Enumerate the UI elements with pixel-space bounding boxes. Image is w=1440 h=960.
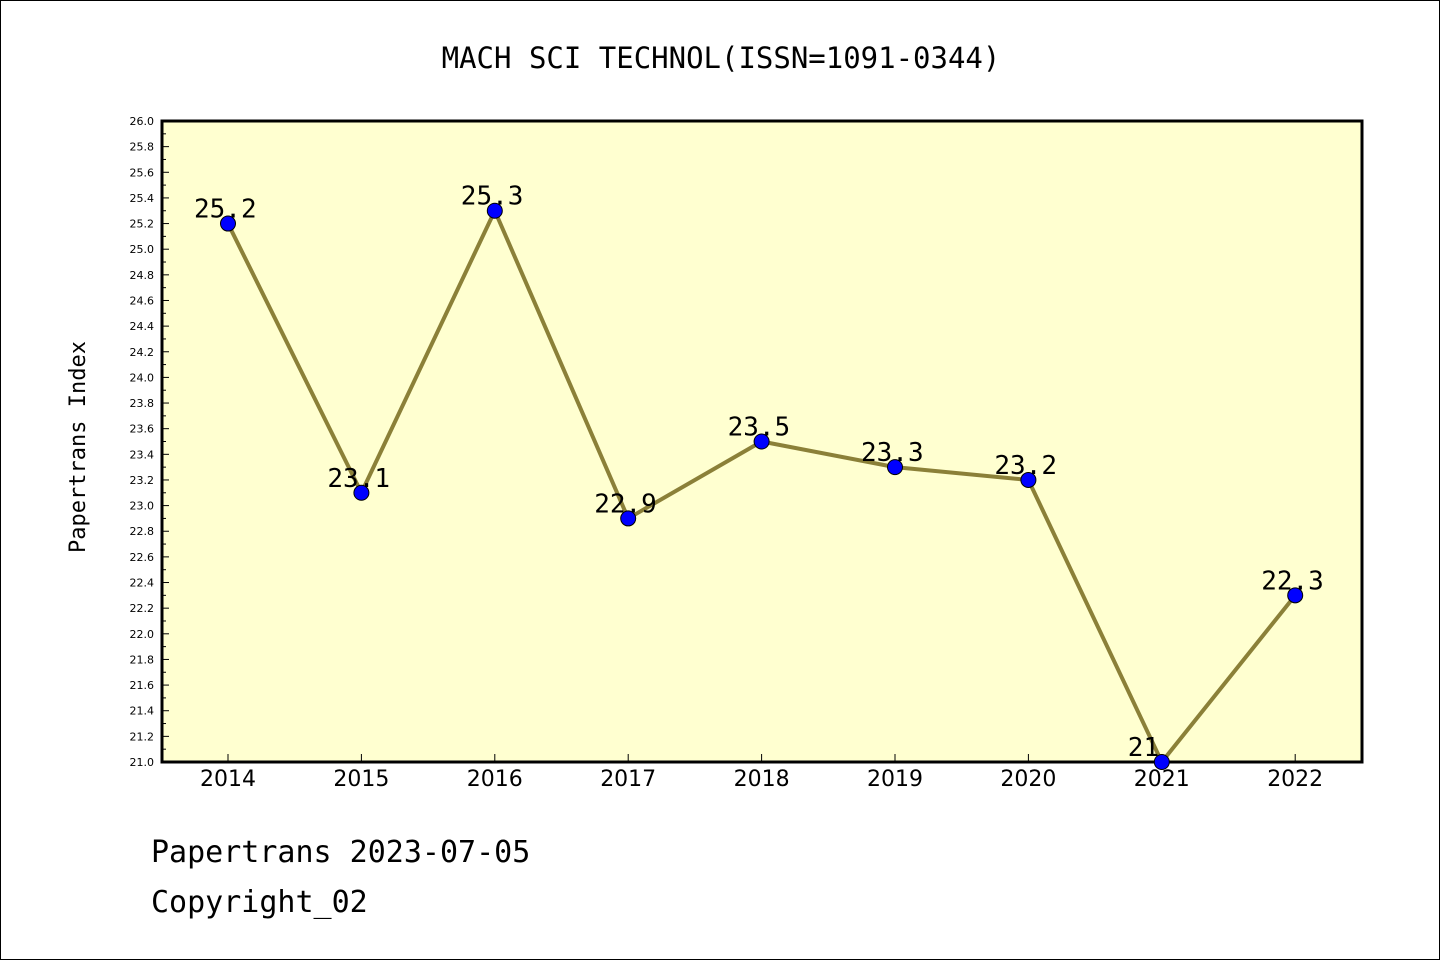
data-point	[1287, 587, 1304, 604]
y-tick-label: 22.6	[130, 551, 155, 564]
y-tick-label: 24.4	[130, 320, 155, 333]
footer-date: Papertrans 2023-07-05	[151, 835, 531, 870]
y-tick-label: 21.4	[130, 705, 155, 718]
chart-title: MACH SCI TECHNOL(ISSN=1091-0344)	[442, 41, 1001, 75]
data-label: 25.2	[194, 195, 257, 225]
data-point	[486, 202, 503, 219]
x-tick-label: 2016	[467, 767, 523, 792]
data-labels: 25.2 23.1 25.3 22.9 23.5 23.3 23.2 21 22.3	[194, 182, 1324, 763]
y-tick-label: 25.0	[130, 243, 155, 256]
y-tick-label: 22.2	[130, 602, 155, 615]
data-point	[220, 215, 236, 232]
y-tick-label: 24.0	[130, 371, 155, 384]
x-tick-label: 2020	[1000, 767, 1056, 792]
y-tick-label: 23.4	[130, 448, 155, 461]
x-tick-label: 2015	[333, 767, 389, 792]
y-tick-label: 25.6	[130, 166, 155, 179]
data-label: 22.9	[594, 489, 657, 519]
y-tick-label: 25.2	[130, 218, 155, 231]
y-tick-label: 21.0	[130, 756, 155, 769]
data-label: 23.1	[327, 464, 390, 494]
data-point	[1153, 754, 1170, 770]
data-label: 25.3	[461, 182, 524, 212]
data-point	[353, 484, 370, 501]
y-tick-label: 24.8	[130, 269, 155, 282]
y-tick-label: 24.6	[130, 294, 155, 307]
y-tick-label: 23.6	[130, 423, 155, 436]
y-tick-label: 21.2	[130, 730, 155, 743]
y-tick-label: 24.2	[130, 346, 155, 359]
x-tick-label: 2022	[1267, 767, 1323, 792]
y-tick-label: 22.0	[130, 628, 155, 641]
data-label: 22.3	[1261, 566, 1324, 596]
data-point	[1020, 471, 1037, 488]
x-tick-label: 2019	[867, 767, 923, 792]
y-tick-label: 23.0	[130, 500, 155, 513]
y-tick-label: 22.8	[130, 525, 155, 538]
y-tick-label: 22.4	[130, 577, 155, 590]
data-point	[887, 459, 903, 476]
y-tick-label: 23.8	[130, 397, 155, 410]
y-tick-label: 23.2	[130, 474, 155, 487]
data-label: 23.5	[728, 413, 791, 443]
y-axis: 21.0 21.2 21.4 21.6 21.8 22.0 22.2 22.4 22.6 22.8…	[130, 115, 169, 769]
data-label: 23.3	[861, 438, 924, 468]
y-tick-label: 21.8	[130, 653, 155, 666]
series-markers	[220, 202, 1304, 770]
y-tick-label: 25.8	[130, 141, 155, 154]
x-tick-label: 2021	[1134, 767, 1190, 792]
y-axis-label: Papertrans Index	[66, 341, 91, 553]
x-tick-label: 2017	[600, 767, 656, 792]
footer-copyright: Copyright_02	[151, 885, 368, 920]
data-point	[753, 433, 770, 450]
x-tick-label: 2018	[734, 767, 790, 792]
y-tick-label: 26.0	[130, 115, 155, 128]
data-label: 21	[1128, 733, 1159, 763]
x-tick-label: 2014	[200, 767, 256, 792]
y-tick-label: 21.6	[130, 679, 155, 692]
y-tick-label: 25.4	[130, 192, 155, 205]
data-point	[620, 510, 637, 527]
data-label: 23.2	[994, 451, 1057, 481]
x-axis: 2014 2015 2016 2017 2018 2019 2020 2021 2022	[200, 754, 1323, 792]
